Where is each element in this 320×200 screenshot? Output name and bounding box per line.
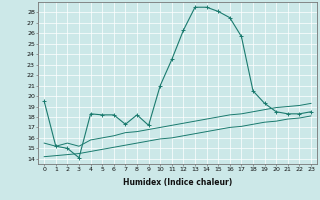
- X-axis label: Humidex (Indice chaleur): Humidex (Indice chaleur): [123, 178, 232, 187]
